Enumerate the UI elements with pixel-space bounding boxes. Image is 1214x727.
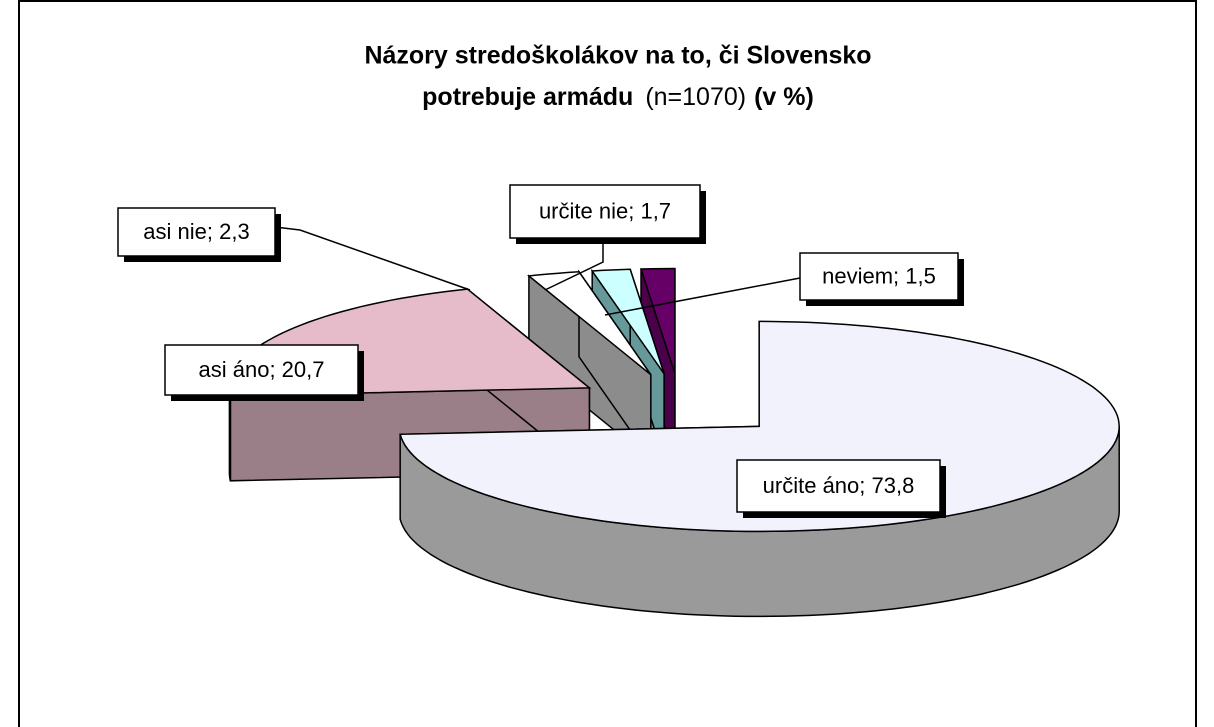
data-label-category: neviem <box>822 263 893 288</box>
data-label-value: 1,5 <box>905 263 936 288</box>
leader-line <box>604 277 801 316</box>
label-box <box>799 252 959 301</box>
data-label-category: určite nie <box>539 198 628 223</box>
slice <box>527 271 652 376</box>
data-label: určite nie; 1,7 <box>539 198 671 223</box>
data-label-category: asi áno <box>198 357 269 382</box>
data-label: asi nie; 2,3 <box>143 219 249 244</box>
data-label-category: určite áno <box>763 473 860 498</box>
slice-side <box>228 387 232 481</box>
leader-line <box>274 226 471 291</box>
data-label-value: 73,8 <box>872 473 915 498</box>
data-label-separator: ; <box>893 263 905 288</box>
labels: určite áno; 73,8 asi áno; 20,7 asi nie; 2,… <box>117 184 964 518</box>
data-label-separator: ; <box>269 357 281 382</box>
data-label: neviem; 1,5 <box>822 263 936 288</box>
chart-title: Názory stredoškolákov na to, či Slovensk… <box>364 42 871 70</box>
chart-subtitle: (n=1070) <box>645 83 746 111</box>
chart-title: potrebuje armádu <box>422 83 633 111</box>
leader-line <box>544 238 604 291</box>
label-box <box>736 459 941 513</box>
data-label-value: 1,7 <box>640 198 671 223</box>
data-label-value: 2,3 <box>219 219 250 244</box>
data-label: asi áno; 20,7 <box>198 357 324 382</box>
chart-title-line2: potrebuje armádu (n=1070) (v %) <box>422 83 814 111</box>
chart-unit: (v %) <box>754 83 814 111</box>
data-label: určite áno; 73,8 <box>763 473 915 498</box>
data-label-separator: ; <box>859 473 871 498</box>
label-box <box>509 184 701 239</box>
data-label-separator: ; <box>628 198 640 223</box>
slice <box>639 267 676 374</box>
data-label-category: asi nie <box>143 219 207 244</box>
label-box <box>117 207 276 257</box>
label-box <box>164 344 359 396</box>
data-label-value: 20,7 <box>282 357 325 382</box>
data-label-separator: ; <box>207 219 219 244</box>
slice <box>590 268 665 375</box>
